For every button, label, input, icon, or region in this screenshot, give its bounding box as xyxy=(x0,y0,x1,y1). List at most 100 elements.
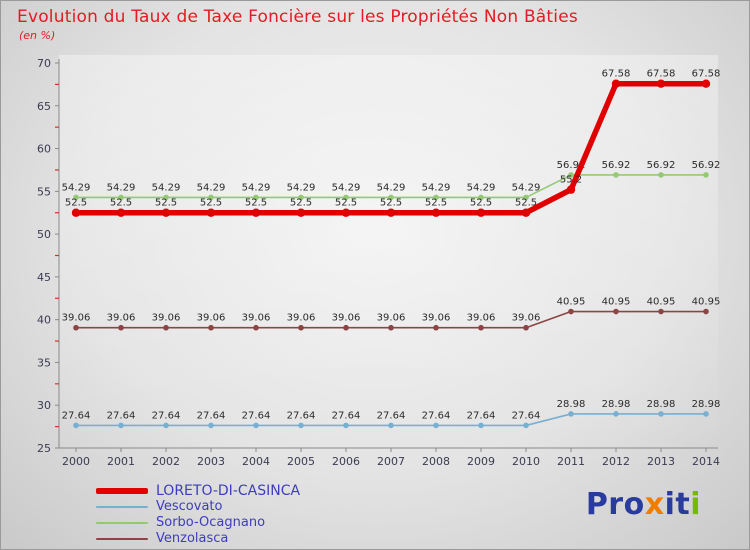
data-label-vescovato: 27.64 xyxy=(62,410,91,421)
data-point-venzolasca xyxy=(703,308,709,315)
data-point-vescovato xyxy=(118,422,124,429)
data-label-loreto-di-casinca: 67.58 xyxy=(602,69,631,80)
series-loreto-di-casinca: 52.5 52.5 52.5 52.5 52.5 52.5 52.5 52.5 52.5 52.5… xyxy=(65,69,720,217)
data-point-loreto-di-casinca xyxy=(656,79,666,88)
y-tick-label: 55 xyxy=(37,185,51,198)
data-label-sorbo-ocagnano: 54.29 xyxy=(152,182,181,193)
data-point-vescovato xyxy=(208,422,214,429)
data-label-vescovato: 27.64 xyxy=(377,410,406,421)
data-point-vescovato xyxy=(613,411,619,417)
data-label-loreto-di-casinca: 52.5 xyxy=(425,198,447,209)
data-point-vescovato xyxy=(343,422,349,429)
data-point-sorbo-ocagnano xyxy=(388,194,394,201)
data-point-vescovato xyxy=(433,422,439,429)
data-label-sorbo-ocagnano: 54.29 xyxy=(332,182,361,193)
data-label-loreto-di-casinca: 52.5 xyxy=(200,198,222,209)
data-point-venzolasca xyxy=(118,324,124,331)
x-tick-label: 2001 xyxy=(107,455,135,468)
data-label-venzolasca: 40.95 xyxy=(557,297,586,308)
data-point-venzolasca xyxy=(433,324,439,331)
y-tick-label: 25 xyxy=(37,442,51,455)
data-label-loreto-di-casinca: 52.5 xyxy=(470,198,492,209)
logo-segment-2: it xyxy=(664,487,691,522)
y-tick-label: 35 xyxy=(37,356,51,369)
data-point-sorbo-ocagnano xyxy=(523,194,529,201)
data-point-loreto-di-casinca xyxy=(341,208,351,217)
data-label-vescovato: 28.98 xyxy=(647,399,676,410)
data-point-loreto-di-casinca xyxy=(116,208,126,217)
data-label-sorbo-ocagnano: 54.29 xyxy=(377,182,406,193)
data-point-loreto-di-casinca xyxy=(476,208,486,217)
data-point-sorbo-ocagnano xyxy=(658,172,664,178)
data-label-vescovato: 27.64 xyxy=(332,410,361,421)
legend-item-venzolasca: Venzolasca xyxy=(96,531,300,546)
data-label-vescovato: 27.64 xyxy=(287,410,316,421)
y-axis-labels: 25 30 35 40 45 50 55 60 65 70 xyxy=(37,57,59,455)
data-point-venzolasca xyxy=(568,308,574,315)
logo-segment-1: x xyxy=(644,487,665,522)
data-label-loreto-di-casinca: 52.5 xyxy=(380,198,402,209)
data-label-vescovato: 28.98 xyxy=(692,399,721,410)
legend: LORETO-DI-CASINCA Vescovato Sorbo-Ocagnano… xyxy=(96,483,300,546)
data-label-venzolasca: 39.06 xyxy=(332,313,361,324)
data-point-vescovato xyxy=(73,422,79,429)
data-label-vescovato: 27.64 xyxy=(242,410,271,421)
data-point-loreto-di-casinca xyxy=(296,208,306,217)
data-point-vescovato xyxy=(388,422,394,429)
data-point-sorbo-ocagnano xyxy=(568,172,574,178)
data-point-loreto-di-casinca xyxy=(161,208,171,217)
data-label-loreto-di-casinca: 52.5 xyxy=(515,198,537,209)
x-tick-label: 2002 xyxy=(152,455,180,468)
logo-segment-0: Pro xyxy=(585,487,645,522)
data-point-sorbo-ocagnano xyxy=(433,194,439,201)
data-label-sorbo-ocagnano: 54.29 xyxy=(242,182,271,193)
data-label-venzolasca: 39.06 xyxy=(62,313,91,324)
y-tick-label: 50 xyxy=(37,228,51,241)
data-label-venzolasca: 40.95 xyxy=(692,297,721,308)
data-point-sorbo-ocagnano xyxy=(73,194,79,201)
y-tick-label: 65 xyxy=(37,100,51,113)
data-label-vescovato: 28.98 xyxy=(557,399,586,410)
data-label-loreto-di-casinca: 55.2 xyxy=(560,175,582,186)
data-label-sorbo-ocagnano: 54.29 xyxy=(467,182,496,193)
data-label-loreto-di-casinca: 52.5 xyxy=(245,198,267,209)
data-point-loreto-di-casinca xyxy=(431,208,441,217)
data-point-vescovato xyxy=(523,422,529,429)
data-label-venzolasca: 40.95 xyxy=(602,297,631,308)
data-point-sorbo-ocagnano xyxy=(478,194,484,201)
data-point-vescovato xyxy=(478,422,484,429)
legend-swatch-sorbo-ocagnano xyxy=(96,521,148,524)
axes xyxy=(58,59,718,449)
y-tick-label: 45 xyxy=(37,271,51,284)
data-point-loreto-di-casinca xyxy=(611,79,621,88)
x-tick-label: 2006 xyxy=(332,455,360,468)
data-point-loreto-di-casinca xyxy=(701,79,711,88)
data-point-loreto-di-casinca xyxy=(251,208,261,217)
data-point-venzolasca xyxy=(73,324,79,331)
data-label-venzolasca: 39.06 xyxy=(512,313,541,324)
x-tick-label: 2004 xyxy=(242,455,270,468)
data-point-loreto-di-casinca xyxy=(206,208,216,217)
proxiti-logo: Proxiti xyxy=(586,487,701,522)
legend-item-vescovato: Vescovato xyxy=(96,499,300,514)
data-point-loreto-di-casinca xyxy=(521,208,531,217)
data-label-venzolasca: 39.06 xyxy=(422,313,451,324)
data-point-venzolasca xyxy=(388,324,394,331)
data-point-vescovato xyxy=(163,422,169,429)
data-label-sorbo-ocagnano: 54.29 xyxy=(62,182,91,193)
series-venzolasca: 39.06 39.06 39.06 39.06 39.06 39.06 39.06 39.06… xyxy=(62,297,721,331)
x-tick-label: 2010 xyxy=(512,455,540,468)
chart-svg: 25 30 35 40 45 50 55 60 65 70 2000 2001 2002 2003 2004… xyxy=(37,55,721,468)
data-point-vescovato xyxy=(658,411,664,417)
data-point-venzolasca xyxy=(208,324,214,331)
data-point-sorbo-ocagnano xyxy=(613,172,619,178)
data-label-sorbo-ocagnano: 54.29 xyxy=(197,182,226,193)
series-vescovato: 27.64 27.64 27.64 27.64 27.64 27.64 27.64 27.64… xyxy=(62,399,721,429)
data-label-sorbo-ocagnano: 54.29 xyxy=(287,182,316,193)
data-point-loreto-di-casinca xyxy=(386,208,396,217)
data-label-vescovato: 27.64 xyxy=(512,410,541,421)
x-tick-label: 2014 xyxy=(692,455,720,468)
data-label-venzolasca: 39.06 xyxy=(287,313,316,324)
x-tick-label: 2012 xyxy=(602,455,630,468)
data-label-loreto-di-casinca: 52.5 xyxy=(335,198,357,209)
